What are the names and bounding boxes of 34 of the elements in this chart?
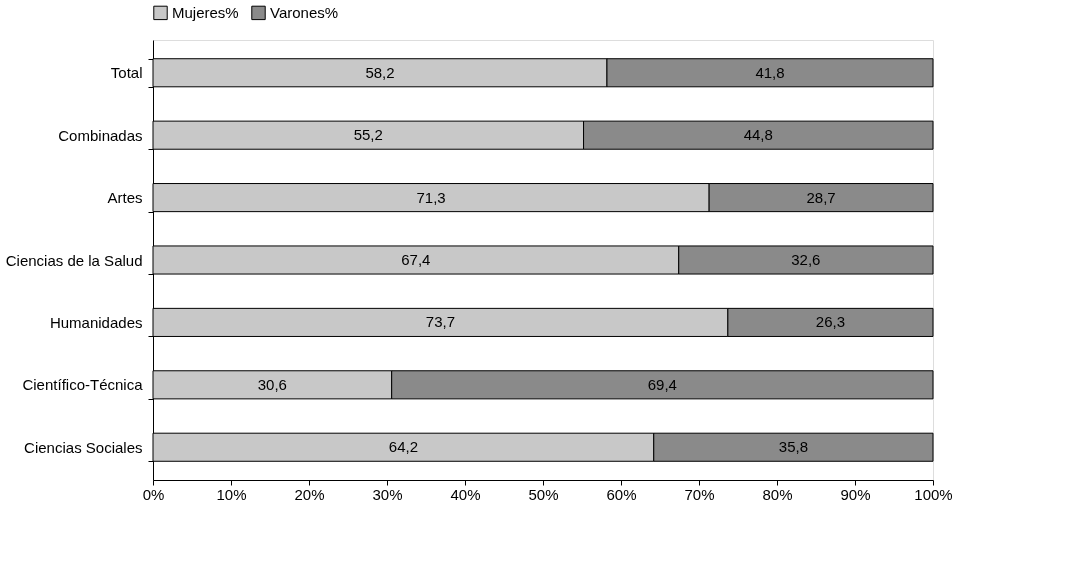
- y-tick-label: Artes: [107, 189, 143, 207]
- y-tick-label: Total: [110, 64, 143, 82]
- data-label: 26,3: [815, 313, 846, 331]
- data-label: 35,8: [778, 438, 808, 456]
- data-label: 28,7: [806, 188, 836, 206]
- y-tick-label: Combinadas: [58, 126, 143, 144]
- x-tick-label: 30%: [372, 485, 403, 503]
- data-label: 58,2: [365, 63, 395, 81]
- data-label: 55,2: [353, 126, 383, 144]
- y-tick-label: Científico-Técnica: [22, 376, 144, 394]
- x-tick-label: 50%: [528, 485, 559, 503]
- legend-label: Varones%: [270, 3, 339, 21]
- data-label: 32,6: [791, 251, 821, 268]
- data-label: 64,2: [388, 438, 418, 456]
- x-tick-label: 40%: [450, 485, 481, 503]
- data-label: 67,4: [401, 251, 431, 268]
- x-tick-label: 60%: [606, 485, 637, 503]
- x-tick-label: 70%: [684, 485, 715, 503]
- x-tick-label: 100%: [914, 485, 953, 503]
- x-tick-label: 0%: [142, 485, 165, 503]
- data-label: 73,7: [425, 313, 456, 331]
- y-tick-label: Ciencias Sociales: [24, 438, 143, 456]
- data-label: 41,8: [755, 63, 785, 81]
- data-label: 71,3: [416, 188, 446, 206]
- x-tick-label: 80%: [762, 485, 793, 503]
- x-tick-label: 10%: [216, 485, 247, 503]
- x-tick-label: 90%: [840, 485, 871, 503]
- data-label: 69,4: [647, 375, 677, 393]
- x-tick-label: 20%: [294, 485, 325, 503]
- data-label: 30,6: [257, 375, 287, 393]
- y-tick-label: Ciencias de la Salud: [5, 251, 143, 269]
- data-label: 44,8: [743, 126, 773, 144]
- y-tick-label: Humanidades: [49, 313, 143, 331]
- legend-label: Mujeres%: [172, 3, 239, 21]
